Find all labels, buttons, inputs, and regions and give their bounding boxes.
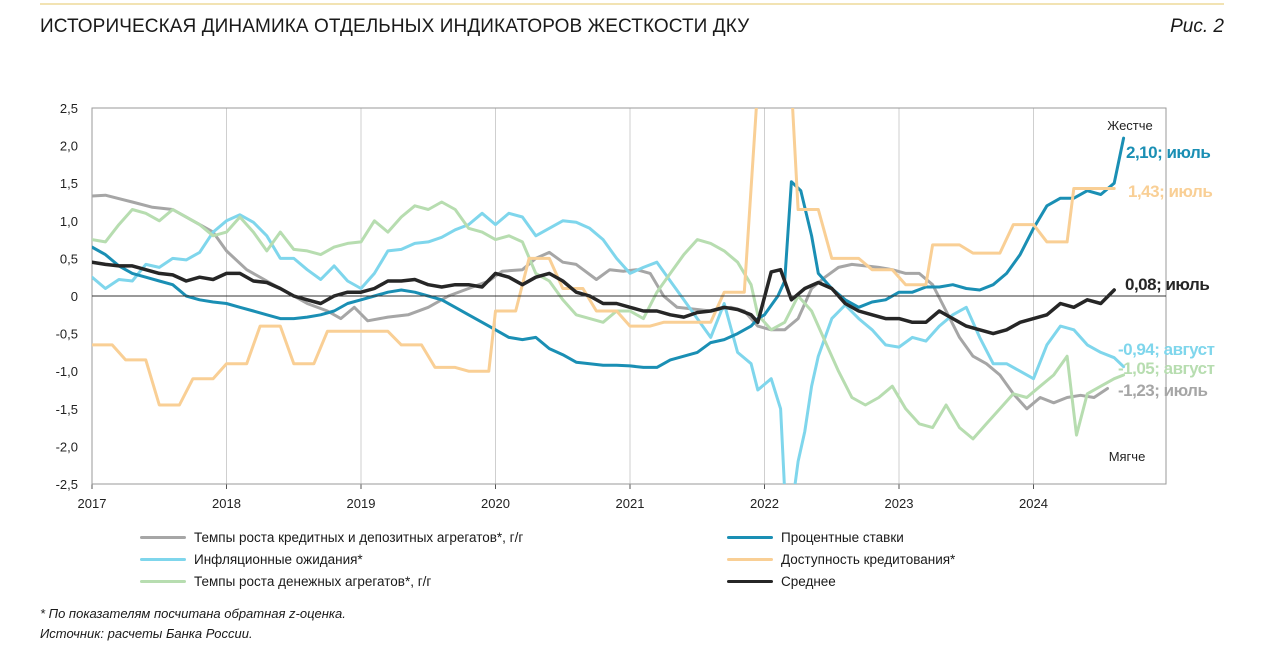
legend-swatch [727,557,773,561]
series-line-1 [92,211,1126,484]
y-tick-label: 1,0 [60,214,78,229]
x-tick-label: 2023 [885,496,914,511]
annotation-tighter: Жестче [1107,118,1153,133]
x-tick-label: 2022 [750,496,779,511]
legend-item-credit-availability: Доступность кредитования* [727,549,955,569]
x-tick-label: 2024 [1019,496,1048,511]
x-tick-label: 2019 [347,496,376,511]
series-line-5 [92,260,1116,336]
y-tick-label: 2,0 [60,139,78,154]
legend-label: Инфляционные ожидания* [194,551,363,567]
y-tick-label: -2,5 [56,477,78,492]
legend-label: Темпы роста денежных агрегатов*, г/г [194,573,432,589]
x-tick-label: 2020 [481,496,510,511]
y-tick-label: 0,5 [60,251,78,266]
legend-swatch [140,535,186,539]
legend-item-inflation-expectations: Инфляционные ожидания* [140,549,363,569]
legend-label: Среднее [781,573,836,589]
figure-title: ИСТОРИЧЕСКАЯ ДИНАМИКА ОТДЕЛЬНЫХ ИНДИКАТО… [40,16,750,37]
series-line-4 [92,108,1116,407]
footnote-source: Источник: расчеты Банка России. [40,626,253,641]
top-accent-rule [40,3,1224,5]
series-end-label: 0,08; июль [1125,275,1209,294]
legend-item-credit-deposit: Темпы роста кредитных и депозитных агрег… [140,527,523,547]
legend-label: Темпы роста кредитных и депозитных агрег… [194,529,524,545]
legend-item-interest-rates: Процентные ставки [727,527,904,547]
series-end-label: 2,10; июль [1126,143,1210,162]
y-tick-label: -2,0 [56,439,78,454]
y-tick-label: -1,0 [56,364,78,379]
x-tick-label: 2021 [616,496,645,511]
footnote-note: * По показателям посчитана обратная z-оц… [40,606,346,621]
y-tick-label: -1,5 [56,402,78,417]
legend-item-average: Среднее [727,571,836,591]
series-end-label: -1,23; июль [1118,381,1207,400]
legend-swatch [727,579,773,583]
legend-label: Доступность кредитования* [781,551,956,567]
series-line-0 [92,193,1109,411]
y-tick-label: 0 [71,289,78,304]
figure-number: Рис. 2 [1170,16,1224,37]
series-end-label: 1,43; июль [1128,182,1212,201]
legend-swatch [727,535,773,539]
series-end-label: -1,05; август [1118,359,1215,378]
legend-label: Процентные ставки [781,529,904,545]
legend-item-money-aggregates: Темпы роста денежных агрегатов*, г/г [140,571,431,591]
y-tick-label: -0,5 [56,327,78,342]
annotation-looser: Мягче [1109,449,1146,464]
series-line-3 [92,136,1126,369]
legend-swatch [140,579,186,583]
legend-swatch [140,557,186,561]
x-tick-label: 2017 [78,496,107,511]
y-tick-label: 2,5 [60,101,78,116]
y-tick-label: 1,5 [60,176,78,191]
x-tick-label: 2018 [212,496,241,511]
series-end-label: -0,94; август [1118,340,1215,359]
series-line-2 [92,200,1126,441]
